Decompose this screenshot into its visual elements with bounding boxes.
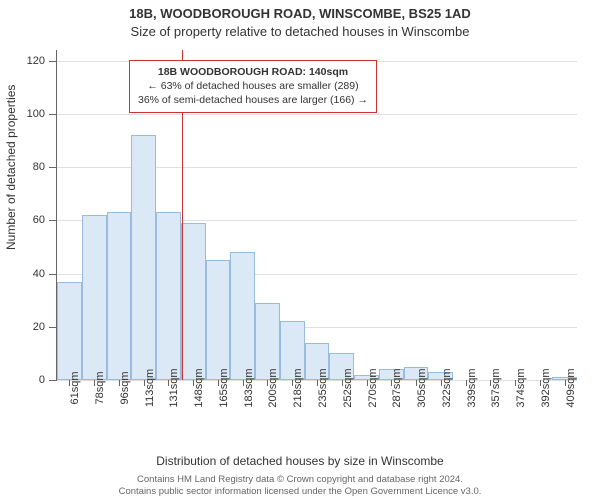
- x-tick-label: 165sqm: [218, 368, 230, 407]
- y-tick: [49, 220, 57, 221]
- x-tick-label: 113sqm: [144, 369, 156, 407]
- footer-line-2: Contains public sector information licen…: [0, 486, 600, 498]
- y-tick-label: 0: [39, 374, 45, 386]
- x-tick-label: 287sqm: [391, 368, 403, 407]
- chart-title-subtitle: Size of property relative to detached ho…: [0, 24, 600, 39]
- y-tick-label: 80: [33, 161, 45, 173]
- histogram-bar: [82, 215, 107, 380]
- x-tick-label: 339sqm: [466, 368, 478, 407]
- histogram-bar: [131, 135, 156, 380]
- x-tick-label: 148sqm: [193, 368, 205, 407]
- x-tick-label: 305sqm: [416, 368, 428, 407]
- x-tick-label: 61sqm: [69, 371, 81, 404]
- y-tick: [49, 61, 57, 62]
- x-tick-label: 270sqm: [367, 368, 379, 407]
- y-tick: [49, 167, 57, 168]
- chart-title-address: 18B, WOODBOROUGH ROAD, WINSCOMBE, BS25 1…: [0, 6, 600, 21]
- y-tick-label: 60: [33, 214, 45, 226]
- y-tick: [49, 327, 57, 328]
- y-tick: [49, 114, 57, 115]
- x-tick-label: 322sqm: [441, 368, 453, 407]
- x-tick-label: 131sqm: [168, 368, 180, 407]
- footer-line-1: Contains HM Land Registry data © Crown c…: [0, 474, 600, 486]
- x-tick-label: 409sqm: [565, 368, 577, 407]
- x-tick-label: 252sqm: [342, 368, 354, 407]
- histogram-bar: [57, 282, 82, 380]
- histogram-bar: [156, 212, 181, 380]
- y-tick-label: 20: [33, 321, 45, 333]
- annotation-line-2: ← 63% of detached houses are smaller (28…: [138, 79, 368, 93]
- histogram-bar: [206, 260, 231, 380]
- annotation-box: 18B WOODBOROUGH ROAD: 140sqm ← 63% of de…: [129, 60, 377, 113]
- x-axis-label: Distribution of detached houses by size …: [0, 454, 600, 468]
- x-tick-label: 392sqm: [540, 368, 552, 407]
- y-tick: [49, 380, 57, 381]
- plot-area: 02040608010012061sqm78sqm96sqm113sqm131s…: [56, 50, 577, 381]
- histogram-bar: [181, 223, 206, 380]
- gridline: [57, 114, 577, 115]
- y-tick-label: 120: [27, 55, 45, 67]
- y-tick: [49, 274, 57, 275]
- x-tick-label: 200sqm: [267, 368, 279, 407]
- x-tick-label: 183sqm: [243, 368, 255, 407]
- chart-container: 18B, WOODBOROUGH ROAD, WINSCOMBE, BS25 1…: [0, 0, 600, 500]
- annotation-line-3: 36% of semi-detached houses are larger (…: [138, 93, 368, 107]
- x-tick-label: 218sqm: [292, 368, 304, 407]
- x-tick-label: 96sqm: [119, 371, 131, 404]
- annotation-line-1: 18B WOODBOROUGH ROAD: 140sqm: [138, 65, 368, 79]
- footer-attribution: Contains HM Land Registry data © Crown c…: [0, 474, 600, 498]
- x-tick-label: 78sqm: [94, 371, 106, 404]
- x-tick-label: 357sqm: [490, 368, 502, 407]
- y-tick-label: 100: [27, 108, 45, 120]
- histogram-bar: [230, 252, 255, 380]
- y-tick-label: 40: [33, 268, 45, 280]
- x-tick-label: 235sqm: [317, 368, 329, 407]
- histogram-bar: [107, 212, 132, 380]
- x-tick-label: 374sqm: [515, 368, 527, 407]
- y-axis-label: Number of detached properties: [4, 85, 18, 250]
